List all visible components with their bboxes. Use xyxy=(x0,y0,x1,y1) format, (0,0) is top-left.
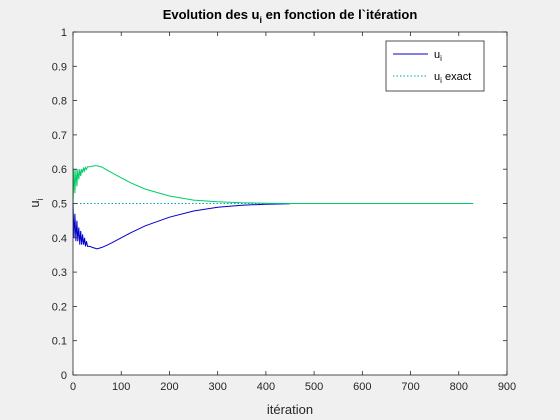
x-tick-label: 200 xyxy=(160,381,178,393)
y-tick-label: 0.2 xyxy=(52,301,67,313)
x-tick-label: 400 xyxy=(257,381,275,393)
series-line-0 xyxy=(72,203,291,250)
ticks-layer: 0 100 200 300 400 500 600 700 800 900 0 0.1 0.2 0.3 0.… xyxy=(52,27,516,393)
legend-entry-ui: ui xyxy=(434,49,442,63)
y-axis-label: ui xyxy=(27,198,45,207)
x-tick-label: 500 xyxy=(305,381,323,393)
x-tick-label: 0 xyxy=(70,381,76,393)
x-tick-label: 600 xyxy=(353,381,371,393)
x-tick-label: 800 xyxy=(450,381,468,393)
y-tick-label: 0.3 xyxy=(52,267,67,279)
x-tick-label: 900 xyxy=(498,381,516,393)
x-tick-label: 300 xyxy=(208,381,226,393)
y-tick-label: 0 xyxy=(61,370,67,382)
y-tick-label: 0.6 xyxy=(52,164,67,176)
y-tick-label: 0.4 xyxy=(52,233,67,245)
legend: ui ui exact xyxy=(385,40,485,92)
chart-title-subscript: i xyxy=(260,15,263,25)
x-axis-label: itération xyxy=(267,402,313,417)
series-line-1 xyxy=(72,165,474,204)
legend-entry-ui-exact: ui exact xyxy=(434,71,471,85)
y-tick-label: 0.9 xyxy=(52,61,67,73)
y-tick-label: 0.7 xyxy=(52,130,67,142)
chart-title: Evolution des ui en fonction de l`itérat… xyxy=(163,7,418,25)
x-tick-label: 700 xyxy=(401,381,419,393)
x-tick-label: 100 xyxy=(112,381,130,393)
legend-box xyxy=(385,40,485,92)
y-tick-label: 0.1 xyxy=(52,336,67,348)
y-tick-label: 0.5 xyxy=(52,199,67,211)
y-tick-label: 1 xyxy=(61,27,67,39)
series-layer xyxy=(72,165,474,250)
y-axis-label-subscript: i xyxy=(35,198,45,200)
y-tick-label: 0.8 xyxy=(52,96,67,108)
